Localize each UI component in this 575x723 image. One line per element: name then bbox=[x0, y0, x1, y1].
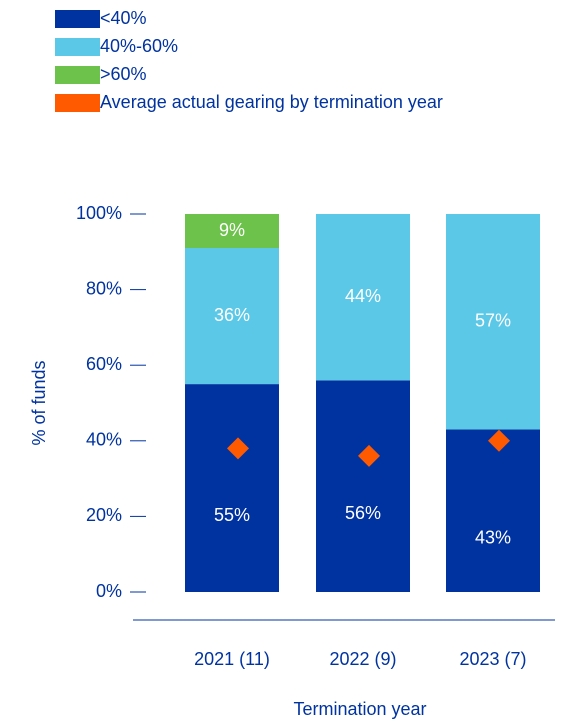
bar-segment bbox=[316, 380, 410, 592]
bar-segment bbox=[185, 384, 279, 592]
data-label: 36% bbox=[214, 305, 250, 325]
bar-segment bbox=[185, 248, 279, 385]
legend-label: 40%-60% bbox=[100, 36, 178, 56]
y-tick-label: 40% bbox=[86, 430, 122, 450]
legend-swatch bbox=[55, 66, 100, 84]
y-tick-label: 60% bbox=[86, 354, 122, 374]
y-tick-label: 100% bbox=[76, 203, 122, 223]
y-tick-label: 20% bbox=[86, 505, 122, 525]
legend-label: >60% bbox=[100, 64, 147, 84]
y-axis-label: % of funds bbox=[29, 360, 49, 445]
marker bbox=[488, 429, 510, 452]
x-axis-label: Termination year bbox=[293, 699, 426, 719]
bar-segment bbox=[446, 214, 540, 430]
x-tick-label: 2021 (11) bbox=[194, 649, 270, 669]
y-tick-label: 80% bbox=[86, 278, 122, 298]
legend-label: <40% bbox=[100, 8, 147, 28]
marker bbox=[358, 444, 380, 467]
data-label: 9% bbox=[219, 220, 245, 240]
data-label: 43% bbox=[475, 527, 511, 547]
data-label: 56% bbox=[345, 503, 381, 523]
x-tick-label: 2022 (9) bbox=[329, 649, 396, 669]
y-tick-label: 0% bbox=[96, 581, 122, 601]
bar-segment bbox=[446, 429, 540, 592]
data-label: 44% bbox=[345, 286, 381, 306]
data-label: 57% bbox=[475, 310, 511, 330]
legend-swatch bbox=[55, 38, 100, 56]
legend-swatch bbox=[55, 94, 100, 112]
legend-swatch bbox=[55, 10, 100, 28]
x-tick-label: 2023 (7) bbox=[459, 649, 526, 669]
marker bbox=[227, 437, 249, 460]
bar-segment bbox=[316, 214, 410, 381]
legend-label: Average actual gearing by termination ye… bbox=[100, 92, 443, 112]
bar-segment bbox=[185, 214, 279, 249]
data-label: 55% bbox=[214, 505, 250, 525]
